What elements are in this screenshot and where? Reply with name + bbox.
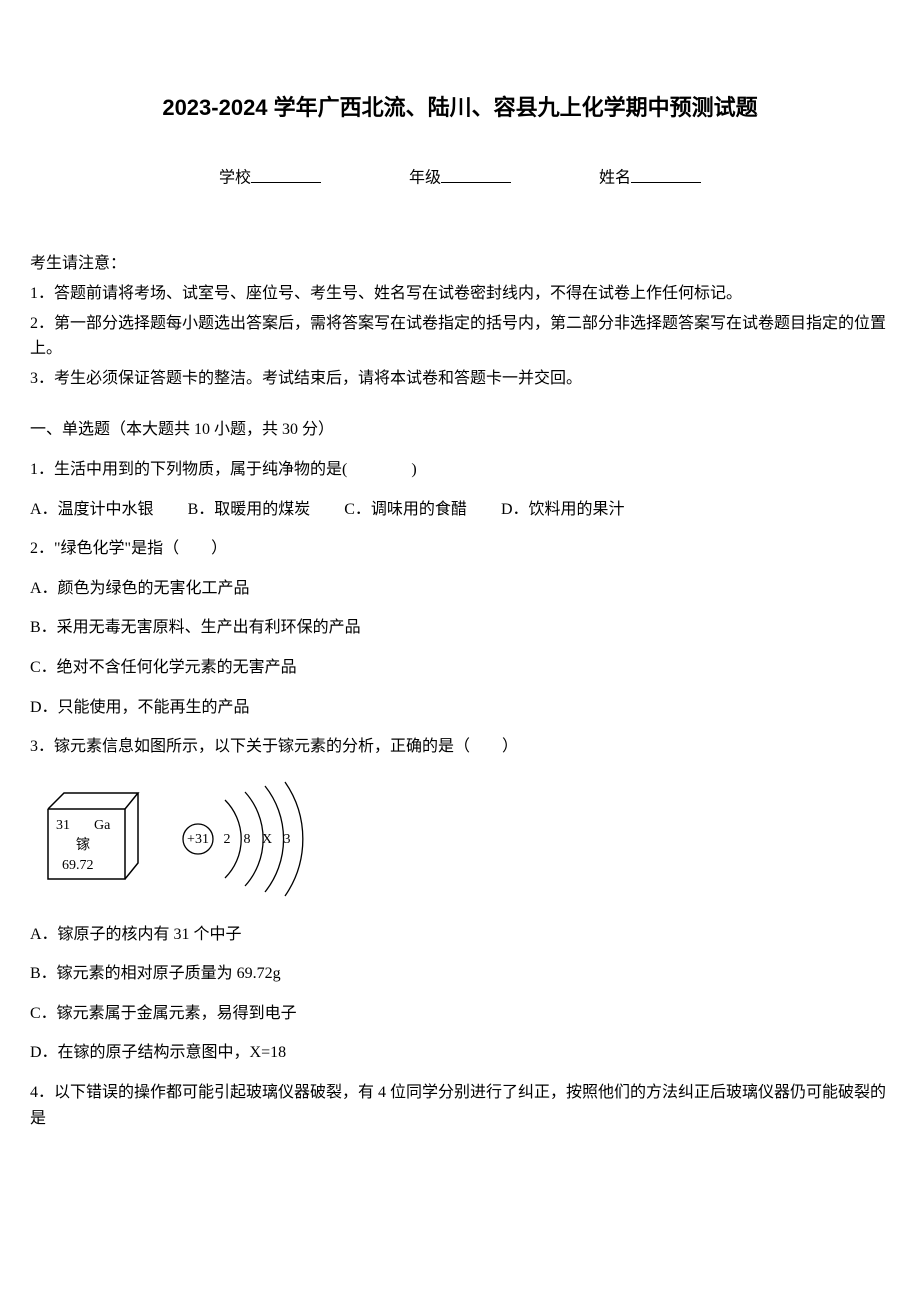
q3-figure-row: 31 Ga 镓 69.72 +31 2 8 X 3 <box>30 774 890 904</box>
page-title: 2023-2024 学年广西北流、陆川、容县九上化学期中预测试题 <box>30 90 890 125</box>
section-1-heading: 一、单选题（本大题共 10 小题，共 30 分） <box>30 417 890 443</box>
shell-4: 3 <box>284 832 291 847</box>
q1-opt-a: A．温度计中水银 <box>30 501 154 518</box>
blank-name <box>631 165 701 183</box>
atom-structure-icon: +31 2 8 X 3 <box>170 774 320 904</box>
student-info-row: 学校 年级 姓名 <box>30 165 890 191</box>
label-grade: 年级 <box>409 170 441 187</box>
tile-symbol: Ga <box>94 815 110 837</box>
q3-opt-a: A．镓原子的核内有 31 个中子 <box>30 922 890 948</box>
q3-opt-c: C．镓元素属于金属元素，易得到电子 <box>30 1001 890 1027</box>
q2-opt-d: D．只能使用，不能再生的产品 <box>30 695 890 721</box>
element-tile-icon: 31 Ga 镓 69.72 <box>30 779 140 899</box>
q3-stem: 3．镓元素信息如图所示，以下关于镓元素的分析，正确的是（ ） <box>30 734 890 760</box>
label-name: 姓名 <box>599 170 631 187</box>
q3-opt-b: B．镓元素的相对原子质量为 69.72g <box>30 961 890 987</box>
notice-heading: 考生请注意： <box>30 251 890 277</box>
q2-opt-b: B．采用无毒无害原料、生产出有利环保的产品 <box>30 615 890 641</box>
q2-stem: 2．"绿色化学"是指（ ） <box>30 536 890 562</box>
shell-2: 8 <box>244 832 251 847</box>
shell-3: X <box>262 832 272 847</box>
notice-item: 2．第一部分选择题每小题选出答案后，需将答案写在试卷指定的括号内，第二部分非选择… <box>30 311 890 362</box>
q1-opt-d: D．饮料用的果汁 <box>501 501 625 518</box>
shell-1: 2 <box>224 832 231 847</box>
q3-opt-d: D．在镓的原子结构示意图中，X=18 <box>30 1040 890 1066</box>
q1-stem: 1．生活中用到的下列物质，属于纯净物的是( ) <box>30 457 890 483</box>
label-school: 学校 <box>219 170 251 187</box>
tile-mass: 69.72 <box>62 855 94 877</box>
q4-stem: 4．以下错误的操作都可能引起玻璃仪器破裂，有 4 位同学分别进行了纠正，按照他们… <box>30 1080 890 1131</box>
q1-opt-c: C．调味用的食醋 <box>344 501 467 518</box>
notice-item: 1．答题前请将考场、试室号、座位号、考生号、姓名写在试卷密封线内，不得在试卷上作… <box>30 281 890 307</box>
notice-item: 3．考生必须保证答题卡的整洁。考试结束后，请将本试卷和答题卡一并交回。 <box>30 366 890 392</box>
q1-opt-b: B．取暖用的煤炭 <box>188 501 311 518</box>
q1-options: A．温度计中水银 B．取暖用的煤炭 C．调味用的食醋 D．饮料用的果汁 <box>30 497 890 523</box>
blank-school <box>251 165 321 183</box>
q2-opt-c: C．绝对不含任何化学元素的无害产品 <box>30 655 890 681</box>
q2-opt-a: A．颜色为绿色的无害化工产品 <box>30 576 890 602</box>
nucleus-charge: +31 <box>187 832 209 847</box>
tile-atomic-number: 31 <box>56 815 70 837</box>
blank-grade <box>441 165 511 183</box>
